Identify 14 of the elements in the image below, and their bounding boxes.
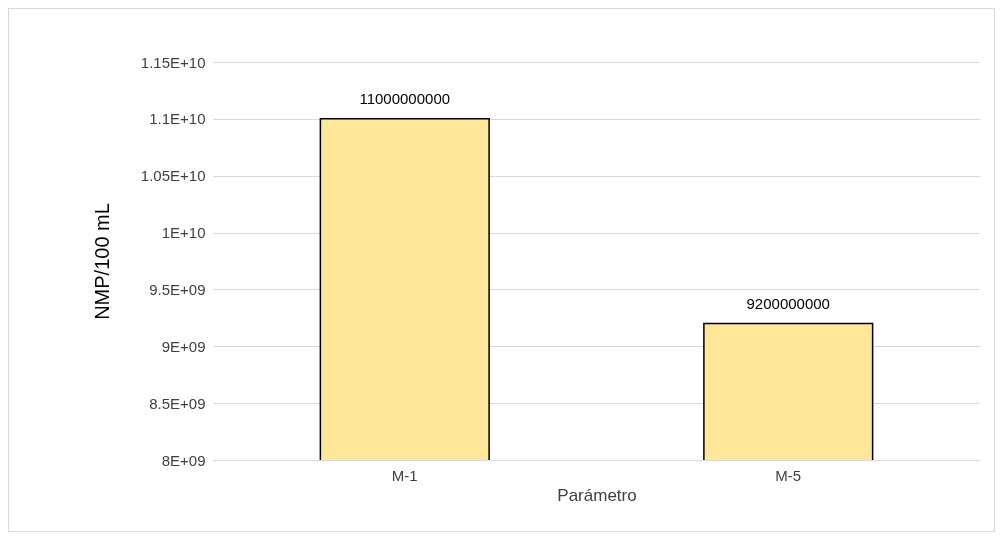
x-tick-label: M-1 <box>391 466 418 484</box>
y-axis-title: NMP/100 mL <box>90 203 113 320</box>
data-label: 11000000000 <box>359 89 451 107</box>
y-tick-label: 8E+09 <box>161 451 206 469</box>
y-tick-label: 8.5E+09 <box>149 394 206 412</box>
data-label: 9200000000 <box>746 294 830 312</box>
y-tick-label: 1.05E+10 <box>140 167 206 185</box>
y-tick-label: 9.5E+09 <box>149 280 206 298</box>
y-tick-label: 1.1E+10 <box>149 110 206 128</box>
y-tick-label: 1E+10 <box>161 224 206 242</box>
y-tick-label: 1.15E+10 <box>140 53 206 71</box>
x-tick-label: M-5 <box>775 466 802 484</box>
x-axis-title: Parámetro <box>557 485 637 505</box>
y-tick-label: 9E+09 <box>161 337 206 355</box>
